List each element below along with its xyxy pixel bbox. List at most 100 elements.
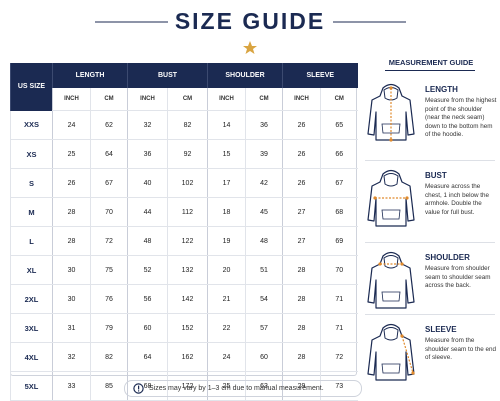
value-cell: 70: [90, 197, 128, 227]
value-cell: 76: [90, 284, 128, 314]
size-table: US SIZE LENGTH BUST SHOULDER SLEEVE INCH CM INC…: [10, 63, 358, 401]
value-cell: 62: [90, 110, 128, 140]
size-cell: 2XL: [10, 284, 53, 314]
value-cell: 71: [320, 313, 358, 343]
unit-cell: INCH: [127, 88, 168, 111]
guide-heading: LENGTH: [425, 85, 458, 94]
header-cell: BUST: [127, 63, 208, 88]
value-cell: 26: [282, 110, 321, 140]
value-cell: 30: [52, 255, 91, 285]
value-cell: 56: [127, 284, 168, 314]
value-cell: 30: [52, 284, 91, 314]
unit-row: INCH CM INCH CM INCH CM INCH CM: [11, 88, 358, 111]
data-row: 4XL 32 82 64 162 24 60 28 72: [10, 342, 358, 372]
value-cell: 67: [320, 168, 358, 198]
unit-cell: CM: [245, 88, 283, 111]
value-cell: 32: [52, 342, 91, 372]
hoodie: [368, 325, 414, 381]
value-cell: 79: [90, 313, 128, 343]
value-cell: 48: [245, 226, 283, 256]
title-decor: [95, 21, 406, 54]
data-row: 3XL 31 79 60 152 22 57 28 71: [10, 313, 358, 343]
value-cell: 51: [245, 255, 283, 285]
value-cell: 71: [320, 284, 358, 314]
value-cell: 54: [245, 284, 283, 314]
hoodie-icon: [366, 250, 416, 312]
size-cell: 4XL: [10, 342, 53, 372]
guide-text: Measure from the highest point of the sh…: [425, 97, 497, 139]
value-cell: 70: [320, 255, 358, 285]
measure-end: [405, 196, 409, 200]
value-cell: 14: [207, 110, 246, 140]
value-cell: 28: [282, 342, 321, 372]
footer-note: Sizes may vary by 1–3 cm due to manual m…: [149, 385, 324, 392]
value-cell: 68: [320, 197, 358, 227]
guide-text: Measure across the chest, 1 inch below t…: [425, 183, 490, 216]
value-cell: 24: [52, 110, 91, 140]
header-cell: LENGTH: [52, 63, 128, 88]
value-cell: 60: [127, 313, 168, 343]
data-row: S 26 67 40 102 17 42 26 67: [10, 168, 358, 198]
value-cell: 64: [90, 139, 128, 169]
unit-cell: CM: [320, 88, 358, 111]
hoodie: [368, 253, 414, 309]
value-cell: 24: [207, 342, 246, 372]
value-cell: 28: [282, 284, 321, 314]
hoodie-icon: [366, 322, 415, 384]
value-cell: 102: [167, 168, 208, 198]
info-icon: [133, 383, 144, 394]
separator: [365, 314, 495, 315]
data-row: L 28 72 48 122 19 48 27 69: [10, 226, 358, 256]
value-cell: 57: [245, 313, 283, 343]
separator: [365, 242, 495, 243]
unit-cell: INCH: [52, 88, 91, 111]
value-cell: 25: [52, 139, 91, 169]
header-row: US SIZE LENGTH BUST SHOULDER SLEEVE: [10, 63, 358, 111]
value-cell: 60: [245, 342, 283, 372]
measure-end: [400, 334, 404, 338]
value-cell: 44: [127, 197, 168, 227]
value-cell: 45: [245, 197, 283, 227]
unit-cell: INCH: [207, 88, 246, 111]
value-cell: 42: [245, 168, 283, 198]
value-cell: 26: [282, 168, 321, 198]
measure-end: [400, 262, 404, 266]
value-cell: 162: [167, 342, 208, 372]
value-cell: 31: [52, 313, 91, 343]
value-cell: 82: [90, 342, 128, 372]
value-cell: 75: [90, 255, 128, 285]
value-cell: 66: [320, 139, 358, 169]
guide-heading: SLEEVE: [425, 325, 457, 334]
value-cell: 28: [282, 313, 321, 343]
value-cell: 152: [167, 313, 208, 343]
guide-rule: [385, 70, 475, 71]
guide-heading: SHOULDER: [425, 253, 470, 262]
value-cell: 69: [320, 226, 358, 256]
unit-cell: CM: [167, 88, 208, 111]
data-row: XS 25 64 36 92 15 39 26 66: [10, 139, 358, 169]
value-cell: 142: [167, 284, 208, 314]
value-cell: 65: [320, 110, 358, 140]
value-cell: 36: [245, 110, 283, 140]
measure-end: [378, 262, 382, 266]
size-cell: 5XL: [10, 371, 53, 401]
value-cell: 132: [167, 255, 208, 285]
measure-end: [411, 371, 415, 375]
value-cell: 52: [127, 255, 168, 285]
guide-heading: BUST: [425, 171, 447, 180]
value-cell: 82: [167, 110, 208, 140]
value-cell: 28: [52, 226, 91, 256]
measure-end: [389, 138, 393, 142]
size-cell: XS: [10, 139, 53, 169]
value-cell: 36: [127, 139, 168, 169]
value-cell: 72: [320, 342, 358, 372]
size-cell: M: [10, 197, 53, 227]
hoodie-icon: [366, 82, 416, 142]
value-cell: 20: [207, 255, 246, 285]
value-cell: 39: [245, 139, 283, 169]
value-cell: 85: [90, 371, 128, 401]
value-cell: 122: [167, 226, 208, 256]
value-cell: 19: [207, 226, 246, 256]
unit-cell: CM: [90, 88, 128, 111]
value-cell: 27: [282, 197, 321, 227]
